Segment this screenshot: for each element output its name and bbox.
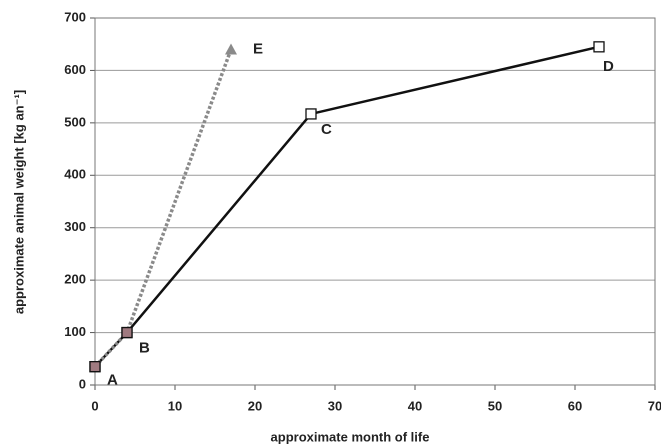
- y-axis-label: approximate animal weight [kg an⁻¹]: [11, 90, 26, 314]
- y-tick-label: 0: [79, 376, 86, 391]
- series-line: [93, 48, 233, 368]
- x-tick-label: 40: [408, 398, 422, 413]
- point-label: D: [603, 58, 614, 75]
- x-tick-label: 20: [248, 398, 262, 413]
- x-tick-label: 0: [91, 398, 98, 413]
- marker: [89, 360, 101, 373]
- marker: [225, 43, 237, 55]
- point-label: A: [107, 372, 118, 389]
- y-tick-label: 200: [64, 272, 86, 287]
- point-label: B: [139, 340, 150, 357]
- y-tick-label: 100: [64, 324, 86, 339]
- x-axis-label: approximate month of life: [271, 429, 430, 444]
- y-tick-label: 400: [64, 167, 86, 182]
- x-tick-label: 10: [168, 398, 182, 413]
- y-tick-label: 700: [64, 9, 86, 24]
- x-tick-label: 70: [648, 398, 661, 413]
- marker: [121, 326, 133, 339]
- marker: [593, 41, 605, 53]
- x-tick-label: 30: [328, 398, 342, 413]
- plot-frame: [94, 17, 656, 386]
- series-line: [94, 45, 600, 368]
- point-label: E: [253, 40, 263, 57]
- y-tick-label: 500: [64, 114, 86, 129]
- x-tick-label: 60: [568, 398, 582, 413]
- y-tick-label: 600: [64, 62, 86, 77]
- x-tick-label: 50: [488, 398, 502, 413]
- marker: [305, 108, 317, 120]
- y-tick-label: 300: [64, 219, 86, 234]
- point-label: C: [321, 121, 332, 138]
